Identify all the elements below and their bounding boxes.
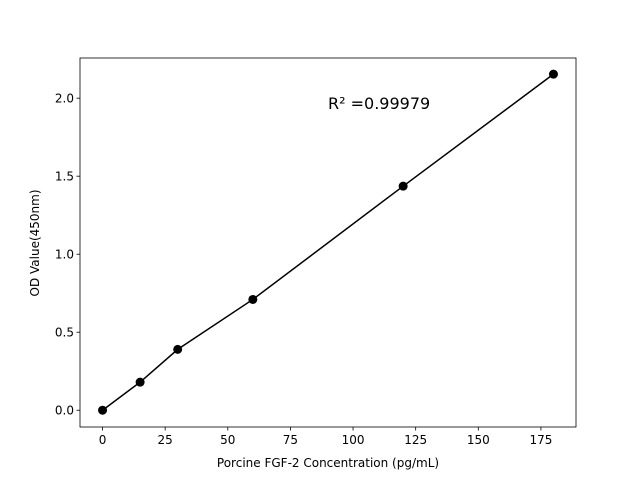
series-line: [102, 73, 554, 411]
y-tick-label: 1.0: [55, 248, 74, 262]
x-tick-label: 125: [404, 433, 427, 447]
data-point: [98, 405, 108, 415]
y-tick-label: 0.5: [55, 326, 74, 340]
y-tick-label: 0.0: [55, 404, 74, 418]
x-tick-label: 0: [99, 433, 107, 447]
r-squared-annotation: R² =0.99979: [328, 94, 430, 113]
data-point: [135, 377, 145, 387]
data-point: [548, 69, 558, 79]
x-tick-label: 175: [529, 433, 552, 447]
x-tick-label: 150: [467, 433, 490, 447]
x-tick-label: 50: [220, 433, 235, 447]
y-tick-label: 1.5: [55, 170, 74, 184]
x-tick-label: 25: [158, 433, 173, 447]
x-axis-label: Porcine FGF-2 Concentration (pg/mL): [217, 456, 439, 470]
data-point: [173, 344, 183, 354]
data-point: [398, 181, 408, 191]
x-tick-label: 75: [283, 433, 298, 447]
y-tick-label: 2.0: [55, 92, 74, 106]
data-point: [248, 294, 258, 304]
x-tick-label: 100: [342, 433, 365, 447]
y-axis-label: OD Value(450nm): [28, 189, 42, 296]
plot-area: 0 25 50 75 100 125 150 175 0.0 0.5 1.0 1.5 2.0: [55, 57, 577, 447]
axes-frame: [79, 57, 577, 428]
